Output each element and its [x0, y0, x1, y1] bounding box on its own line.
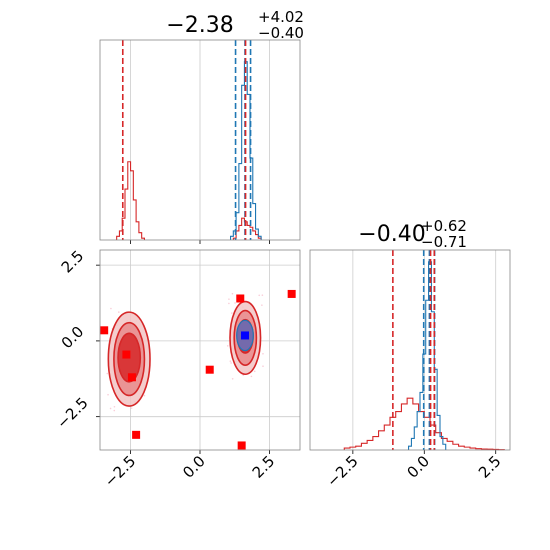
- joint-y-tick-label: 2.5: [58, 247, 88, 277]
- red-square-marker: [287, 289, 296, 298]
- sample-point: [109, 407, 112, 410]
- sample-point: [231, 292, 234, 295]
- red-square-marker: [127, 373, 136, 382]
- param1-title-sup: +0.62: [421, 217, 467, 235]
- joint-y-tick-label: −2.5: [53, 394, 91, 432]
- sample-point: [117, 311, 120, 313]
- sample-point: [107, 393, 109, 396]
- param1-title-sub: −0.71: [421, 233, 467, 251]
- sample-point: [253, 370, 256, 373]
- param1-x-tick-label: −2.5: [323, 452, 361, 490]
- joint-y-tick-label: 0.0: [58, 323, 88, 353]
- joint-panel: −2.5 0.0 2.5 −2.5 0.0 2.5: [53, 247, 301, 491]
- blue-histogram: [408, 261, 447, 450]
- red-square-marker: [236, 294, 245, 303]
- sample-point: [234, 302, 236, 304]
- blue-square-marker: [241, 331, 249, 340]
- param0-title: −2.38: [166, 13, 233, 38]
- sample-point: [228, 298, 230, 300]
- joint-x-tick-label: 2.5: [249, 452, 279, 482]
- top-panel-frame: [99, 39, 301, 241]
- red-square-marker: [100, 326, 109, 335]
- sample-point: [106, 372, 109, 375]
- sample-point: [231, 312, 233, 314]
- param0-title-sup: +4.02: [258, 8, 304, 26]
- red-square-marker: [237, 441, 246, 450]
- sample-point: [262, 352, 264, 355]
- sample-point: [113, 405, 116, 408]
- red-histogram-right: [232, 217, 262, 240]
- red-histogram-left: [116, 161, 145, 240]
- red-square-marker: [205, 365, 214, 374]
- sample-point: [262, 365, 264, 367]
- param1-x-tick-label: 0.0: [404, 452, 434, 482]
- joint-x-tick-label: 0.0: [179, 452, 209, 482]
- param0-title-main: −2.38: [166, 13, 233, 38]
- red-square-marker: [132, 430, 141, 439]
- sample-point: [261, 304, 263, 306]
- sample-point: [230, 362, 232, 364]
- sample-point: [229, 360, 232, 362]
- red-square-marker: [122, 350, 131, 359]
- sample-point: [228, 302, 230, 305]
- sample-point: [258, 294, 261, 297]
- sample-point: [130, 407, 133, 409]
- joint-panel-frame: [99, 249, 301, 451]
- sample-point: [261, 294, 264, 296]
- sample-point: [143, 394, 146, 397]
- param0-title-sub: −0.40: [258, 24, 304, 42]
- sample-point: [231, 377, 234, 380]
- joint-x-tick-label: −2.5: [101, 452, 139, 490]
- marginal-param1-panel: −2.5 0.0 2.5: [309, 249, 511, 491]
- sample-point: [226, 345, 229, 347]
- param1-x-tick-label: 2.5: [475, 452, 505, 482]
- sample-point: [110, 307, 112, 310]
- marginal-param0-panel: [99, 39, 301, 244]
- right-panel-frame: [309, 249, 511, 451]
- sample-point: [250, 375, 253, 378]
- sample-point: [113, 409, 116, 412]
- param1-title-main: −0.40: [358, 222, 425, 247]
